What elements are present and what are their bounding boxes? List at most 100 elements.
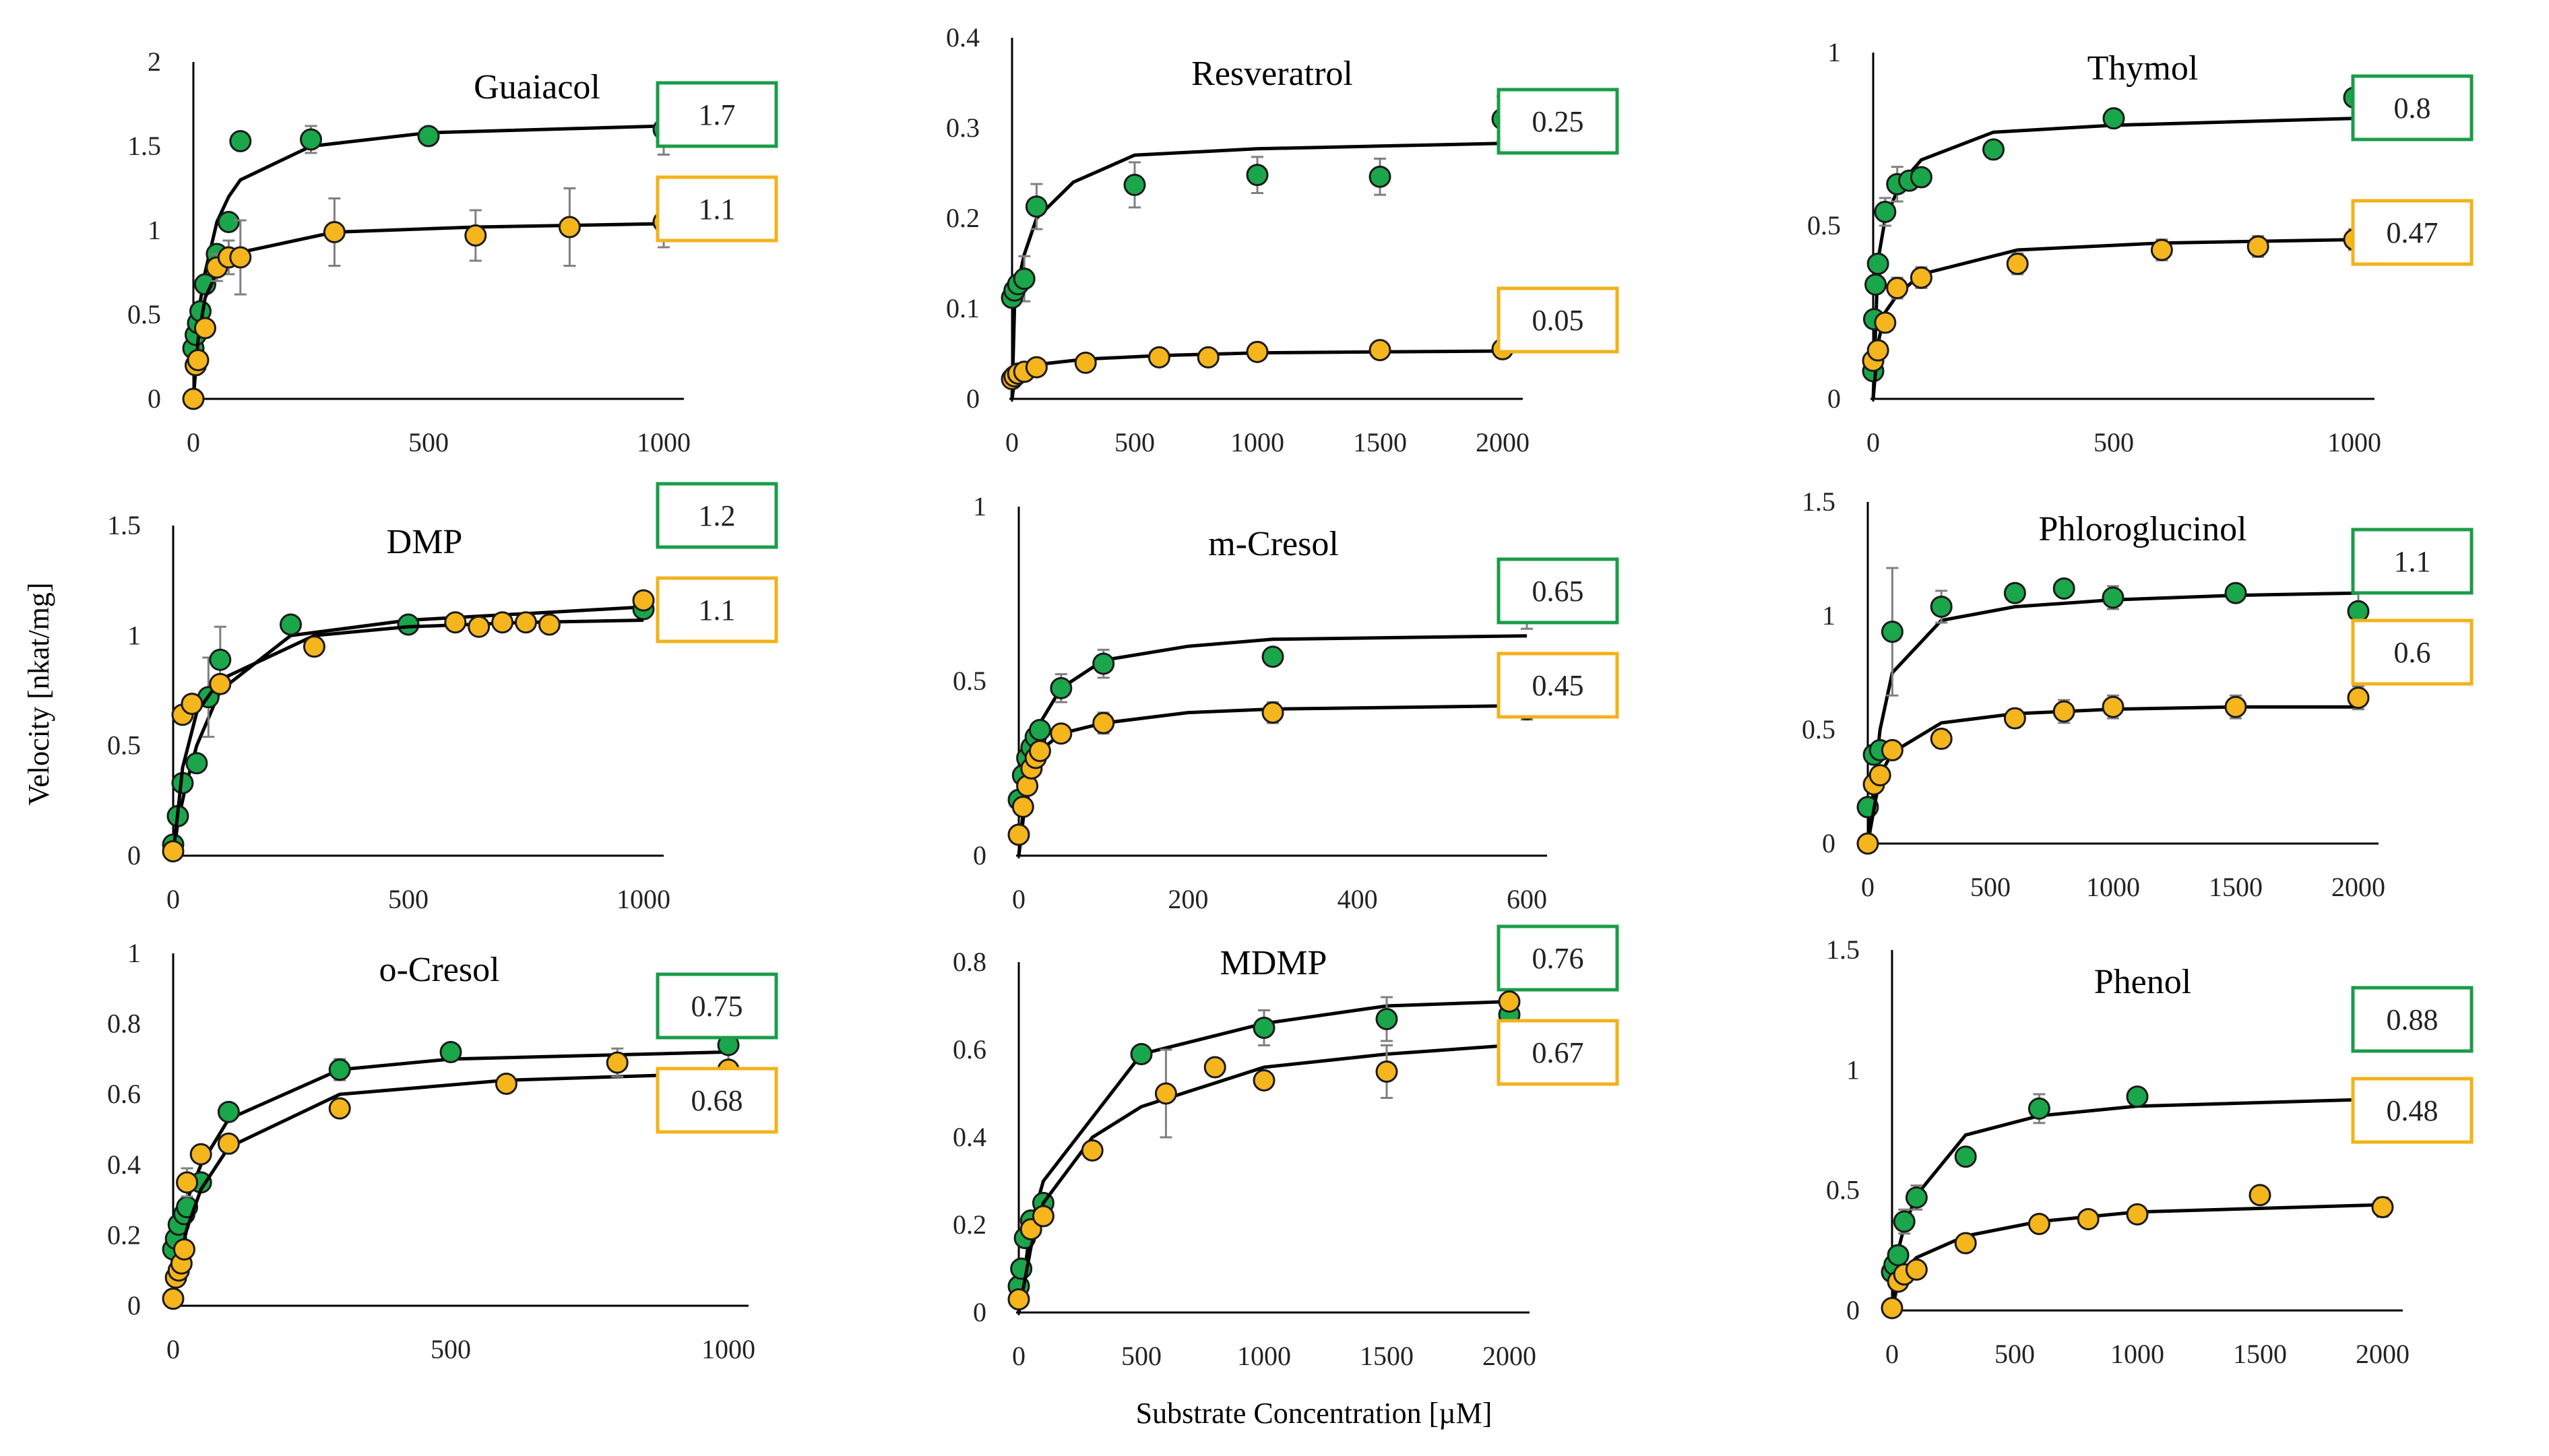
chart-panel-0: 0 0.5 1 1.5 2 0 500 1000 Guaiacol 1.7 1.1	[127, 46, 778, 457]
y-tick-label: 1	[1846, 1054, 1860, 1085]
data-point	[1930, 595, 1953, 618]
y-tick-label: 0.3	[946, 113, 980, 143]
data-point	[162, 1288, 185, 1310]
data-point	[1007, 1288, 1030, 1310]
data-point	[1368, 165, 1391, 188]
chart-panel-8: 0 0.5 1 1.5 0 500 1000 1500 2000 Phenol 0.88 0.48	[1826, 935, 2474, 1369]
vmax-label-yellow: 0.67	[1532, 1036, 1584, 1069]
data-point	[2003, 707, 2026, 730]
y-tick-label: 0.2	[107, 1220, 141, 1250]
vmax-label-yellow: 1.1	[699, 193, 736, 226]
y-tick-label: 0	[1846, 1295, 1860, 1325]
data-point	[2052, 577, 2075, 600]
y-tick-label: 1	[148, 215, 161, 245]
data-point	[328, 1058, 351, 1081]
data-point	[1910, 166, 1932, 189]
chart-title: Guaiacol	[474, 68, 600, 106]
data-point	[2126, 1203, 2149, 1226]
chart-title: o-Cresol	[379, 951, 499, 989]
x-tick-label: 200	[1168, 884, 1208, 914]
data-point	[185, 752, 208, 775]
vmax-label-green: 0.8	[2394, 92, 2431, 125]
series-green: 1.1	[1856, 528, 2474, 844]
series-yellow: 0.45	[1007, 652, 1619, 856]
vmax-label-green: 1.2	[699, 499, 736, 532]
chart-title: m-Cresol	[1208, 525, 1339, 563]
vmax-label-yellow: 0.6	[2394, 636, 2431, 669]
data-point	[2347, 600, 2370, 623]
data-point	[1856, 832, 1879, 855]
vmax-box-yellow	[656, 175, 778, 243]
data-point	[1025, 356, 1048, 379]
chart-panel-1: 0 0.1 0.2 0.3 0.4 0 500 1000 1500 2000 Resveratrol…	[946, 22, 1619, 457]
x-tick-label: 1000	[2086, 872, 2140, 902]
data-point	[1498, 990, 1521, 1013]
x-tick-label: 600	[1507, 884, 1547, 914]
data-point	[2102, 695, 2125, 718]
series-yellow: 0.05	[1001, 286, 1619, 400]
fit-curve	[1871, 238, 2355, 400]
x-tick-label: 1500	[2233, 1339, 2287, 1369]
y-tick-label: 0	[127, 1290, 141, 1321]
data-point	[1874, 311, 1897, 334]
data-point	[439, 1040, 462, 1063]
x-tick-label: 2000	[2356, 1339, 2410, 1369]
data-point	[176, 1171, 199, 1194]
data-point	[1011, 795, 1034, 818]
vmax-box-green	[1497, 88, 1619, 155]
vmax-label-yellow: 0.47	[2387, 216, 2438, 249]
x-axis-label: Substrate Concentration [µM]	[1136, 1397, 1492, 1430]
fit-curve	[1871, 117, 2355, 400]
y-tick-label: 0.6	[107, 1079, 141, 1109]
x-tick-label: 0	[1005, 427, 1019, 457]
vmax-label-green: 0.88	[2387, 1003, 2438, 1036]
vmax-box-yellow	[2351, 619, 2474, 686]
x-tick-label: 1000	[637, 427, 691, 457]
data-point	[1910, 266, 1932, 289]
x-tick-label: 1000	[701, 1334, 755, 1364]
data-point	[217, 1100, 240, 1123]
data-point	[1864, 273, 1887, 296]
data-point	[2347, 687, 2370, 709]
y-tick-label: 2	[148, 46, 161, 77]
x-tick-label: 1000	[2327, 427, 2381, 457]
data-point	[1866, 339, 1889, 362]
y-tick-label: 0.5	[1807, 210, 1841, 241]
data-point	[397, 613, 420, 636]
data-point	[1881, 738, 1903, 761]
series-yellow: 1.1	[182, 175, 778, 410]
series-yellow: 0.67	[1007, 990, 1619, 1313]
y-tick-label: 0.6	[953, 1034, 986, 1065]
data-point	[1092, 711, 1115, 734]
data-point	[1253, 1069, 1276, 1091]
x-tick-label: 0	[187, 427, 200, 457]
vmax-box-green	[656, 972, 778, 1040]
series-green: 0.76	[1007, 924, 1619, 1313]
data-point	[1013, 267, 1036, 290]
data-point	[323, 221, 346, 243]
data-point	[632, 589, 655, 612]
data-point	[1028, 719, 1051, 742]
y-tick-label: 0.2	[953, 1209, 986, 1240]
data-point	[1930, 728, 1953, 751]
data-point	[1253, 1017, 1276, 1039]
y-tick-label: 0	[127, 840, 141, 871]
vmax-label-yellow: 0.48	[2387, 1094, 2438, 1127]
data-point	[172, 1238, 195, 1261]
x-tick-label: 0	[166, 884, 180, 914]
data-point	[1092, 652, 1115, 675]
vmax-box-yellow	[656, 1067, 778, 1134]
data-point	[491, 611, 514, 634]
data-point	[1868, 764, 1891, 787]
data-point	[2052, 700, 2075, 723]
x-tick-label: 500	[1970, 872, 2011, 902]
data-point	[1050, 722, 1073, 745]
chart-title: Resveratrol	[1191, 55, 1353, 93]
data-point	[1886, 277, 1909, 300]
data-point	[495, 1073, 517, 1096]
panels-container: 00.511.520 500 1000Guaiacol1.71.100.10.20.…	[107, 22, 2474, 1371]
data-point	[209, 648, 232, 671]
x-tick-label: 0	[1866, 427, 1880, 457]
vmax-box-green	[656, 482, 778, 549]
x-tick-label: 500	[1994, 1339, 2035, 1369]
